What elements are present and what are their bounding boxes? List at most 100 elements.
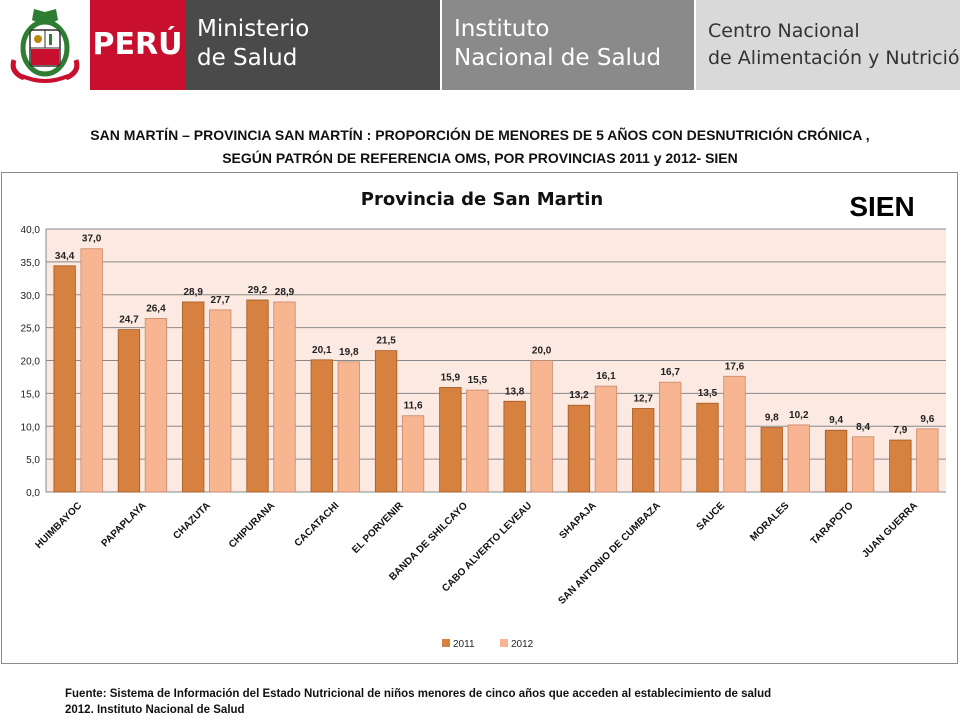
data-label: 13,5 [698, 388, 718, 399]
data-label: 9,4 [829, 415, 843, 426]
bar-2012-8 [530, 360, 553, 493]
data-label: 15,5 [468, 375, 488, 386]
bar-2011-6 [374, 350, 398, 493]
x-category-label: MORALES [748, 500, 791, 543]
bar-2011-3 [182, 301, 205, 493]
data-label: 20,1 [312, 345, 332, 356]
ministry-block: Ministerio de Salud [185, 0, 440, 90]
chart-frame: 0,0 5,0 10,0 15,0 20,0 25,0 30,0 35,0 40,0 34,4 37… [1, 172, 958, 664]
data-label: 21,5 [376, 336, 396, 347]
bar-2011-8 [503, 400, 526, 493]
page-title-line2: SEGÚN PATRÓN DE REFERENCIA OMS, POR PROV… [222, 150, 738, 166]
peru-coat-of-arms-logo [0, 0, 90, 92]
bar-2011-7 [439, 387, 462, 493]
bar-2011-11 [696, 402, 719, 493]
source-line1: Fuente: Sistema de Información del Estad… [65, 688, 772, 700]
x-category-label: EL PORVENIR [350, 500, 406, 556]
bar-2011-12 [760, 427, 783, 493]
institute-block: Instituto Nacional de Salud [442, 0, 694, 90]
center-line2: de Alimentación y Nutrición [708, 47, 960, 69]
center-line1: Centro Nacional [708, 20, 860, 42]
bar-2012-14 [916, 428, 939, 493]
page-title-line1: SAN MARTÍN – PROVINCIA SAN MARTÍN : PROP… [90, 127, 870, 143]
legend-swatch-2012 [500, 639, 508, 647]
y-tick-label: 25,0 [21, 324, 41, 335]
source-note: Fuente: Sistema de Información del Estad… [65, 686, 771, 718]
institute-line2: Nacional de Salud [454, 45, 662, 71]
y-tick-label: 5,0 [26, 455, 40, 466]
y-tick-label: 40,0 [21, 225, 41, 236]
x-category-label: PAPAPLAYA [100, 500, 149, 549]
bar-2011-2 [117, 329, 141, 493]
ministry-line2: de Salud [197, 45, 298, 71]
data-label: 16,1 [596, 371, 616, 382]
data-label: 13,2 [569, 390, 589, 401]
bar-2012-13 [851, 436, 875, 493]
data-label: 9,8 [765, 413, 779, 424]
data-label: 24,7 [119, 315, 139, 326]
y-tick-label: 35,0 [21, 258, 41, 269]
legend-swatch-2011 [442, 639, 450, 647]
bar-2012-12 [787, 424, 810, 493]
country-label: PERÚ [92, 27, 183, 62]
data-label: 11,6 [404, 401, 423, 412]
x-category-label: HUIMBAYOC [34, 500, 85, 551]
sien-badge: SIEN [849, 191, 914, 222]
x-category-label: CHAZUTA [171, 500, 212, 541]
bar-2012-6 [401, 415, 425, 493]
bar-2011-13 [824, 429, 848, 493]
y-tick-label: 0,0 [26, 488, 40, 499]
data-label: 37,0 [82, 234, 102, 245]
bar-2012-10 [659, 381, 682, 493]
data-label: 28,9 [275, 287, 295, 298]
bar-2012-7 [466, 389, 489, 493]
data-label: 8,4 [856, 422, 870, 433]
y-tick-label: 20,0 [21, 357, 41, 368]
y-tick-label: 15,0 [21, 389, 41, 400]
bar-2011-5 [310, 359, 333, 493]
bar-2011-4 [246, 299, 269, 493]
institute-line1: Instituto [454, 16, 550, 42]
chart-title: Provincia de San Martin [361, 189, 603, 210]
data-label: 20,0 [532, 346, 552, 357]
data-label: 12,7 [633, 393, 653, 404]
y-tick-label: 10,0 [21, 422, 41, 433]
header-banner: PERÚ Ministerio de Salud Instituto Nacio… [0, 0, 960, 92]
page-title: SAN MARTÍN – PROVINCIA SAN MARTÍN : PROP… [0, 124, 960, 170]
data-label: 13,8 [505, 386, 525, 397]
bar-2012-4 [273, 301, 296, 493]
data-label: 26,4 [146, 303, 166, 314]
nutrition-center-block: Centro Nacional de Alimentación y Nutric… [696, 0, 960, 90]
bar-2012-11 [723, 375, 746, 493]
bar-2011-9 [567, 404, 591, 493]
x-category-label: SAUCE [695, 500, 728, 533]
data-label: 15,9 [441, 372, 461, 383]
source-line2: 2012. Instituto Nacional de Salud [65, 704, 245, 716]
x-category-label: TARAPOTO [809, 500, 856, 547]
bar-2012-5 [337, 361, 360, 493]
data-label: 27,7 [210, 295, 230, 306]
bar-2011-10 [632, 408, 655, 493]
x-category-label: SAN ANTONIO DE CUMBAZA [556, 500, 662, 606]
data-label: 19,8 [339, 347, 359, 358]
ministry-line1: Ministerio [197, 16, 310, 42]
data-label: 34,4 [55, 251, 75, 262]
bar-2012-3 [209, 309, 232, 493]
x-category-label: JUAN GUERRA [860, 500, 920, 560]
bar-2011-14 [889, 439, 912, 493]
bar-2011-1 [53, 265, 76, 493]
data-label: 16,7 [660, 367, 680, 378]
country-name-block: PERÚ [90, 0, 185, 90]
legend-label-2011: 2011 [453, 639, 475, 650]
x-category-label: CHIPURANA [227, 500, 277, 550]
bar-2012-9 [594, 385, 618, 493]
data-label: 9,6 [920, 414, 934, 425]
data-label: 17,6 [725, 361, 745, 372]
x-category-label: SHAPAJA [558, 500, 599, 541]
bar-chart: 0,0 5,0 10,0 15,0 20,0 25,0 30,0 35,0 40,0 34,4 37… [21, 189, 946, 650]
data-label: 28,9 [183, 287, 203, 298]
x-category-label: CACATACHI [293, 500, 342, 549]
data-label: 29,2 [248, 285, 268, 296]
bar-2012-1 [80, 248, 103, 493]
bar-2012-2 [144, 318, 168, 493]
